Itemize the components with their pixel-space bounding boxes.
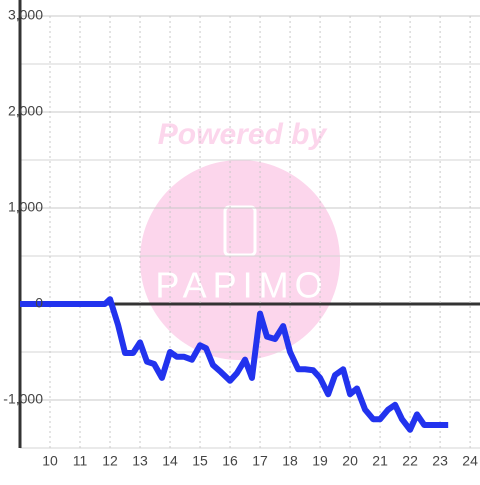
y-tick-label: 3,000: [8, 7, 43, 23]
y-tick-label: 2,000: [8, 103, 43, 119]
watermark: Powered by PAPIMO: [140, 118, 340, 360]
x-tick-label: 12: [102, 453, 118, 469]
x-tick-label: 18: [282, 453, 298, 469]
x-tick-label: 13: [132, 453, 148, 469]
x-tick-label: 16: [222, 453, 238, 469]
watermark-logo: PAPIMO: [155, 265, 328, 306]
x-tick-label: 10: [42, 453, 58, 469]
x-tick-label: 23: [432, 453, 448, 469]
grid: [18, 0, 480, 449]
x-tick-label: 22: [402, 453, 418, 469]
data-line: [20, 296, 449, 433]
watermark-text: Powered by: [158, 118, 328, 151]
x-tick-label: 24: [462, 453, 478, 469]
y-tick-label: 0: [35, 295, 43, 311]
x-tick-label: 17: [252, 453, 268, 469]
x-tick-label: 11: [73, 453, 88, 469]
x-tick-label: 14: [162, 453, 178, 469]
watermark-circle: [140, 160, 340, 360]
y-tick-label: -1,000: [3, 391, 43, 407]
x-tick-label: 15: [192, 453, 208, 469]
x-tick-label: 21: [372, 453, 388, 469]
x-tick-label: 19: [312, 453, 328, 469]
plot: [20, 296, 449, 433]
x-tick-label: 20: [342, 453, 358, 469]
y-tick-label: 1,000: [8, 199, 43, 215]
watermark-icon: [223, 205, 257, 257]
